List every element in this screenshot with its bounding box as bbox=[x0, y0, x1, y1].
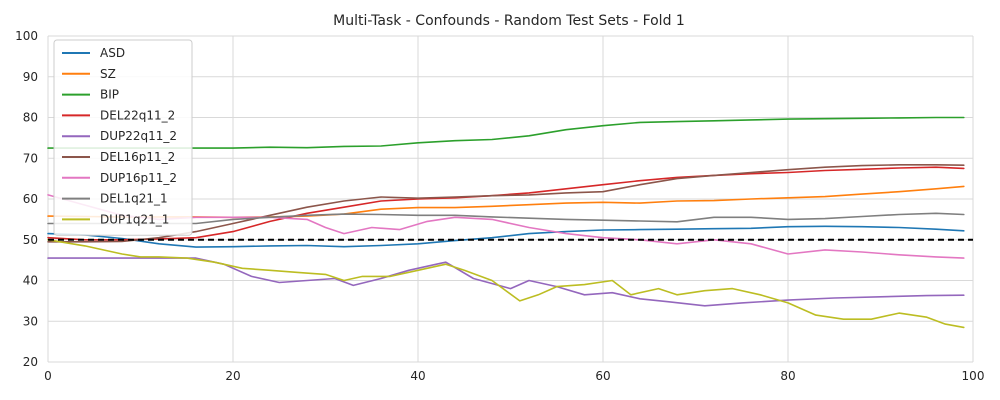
y-tick-label: 80 bbox=[23, 111, 38, 125]
series-line-asd bbox=[47, 225, 965, 248]
y-tick-label: 100 bbox=[15, 29, 38, 43]
y-tick-label: 50 bbox=[23, 233, 38, 247]
x-tick-label: 20 bbox=[225, 369, 240, 383]
legend-label: DEL1q21_1 bbox=[100, 192, 168, 206]
chart-title: Multi-Task - Confounds - Random Test Set… bbox=[333, 13, 685, 29]
x-tick-label: 40 bbox=[410, 369, 425, 383]
series-line-bip bbox=[47, 116, 965, 149]
legend-label: DUP1q21_1 bbox=[100, 212, 169, 226]
series-line-del1q21-1 bbox=[47, 212, 965, 225]
legend-label: SZ bbox=[100, 67, 116, 81]
legend: ASD SZ BIP DEL22q11_2 DUP22q11_2 DEL16p11_2 DU… bbox=[53, 39, 193, 236]
series-line-del16p11-2 bbox=[47, 164, 965, 243]
x-tick-label: 80 bbox=[780, 369, 795, 383]
series-line-dup1q21-1 bbox=[47, 239, 965, 329]
legend-label: DEL22q11_2 bbox=[100, 108, 175, 122]
series-line-del22q11-2 bbox=[47, 166, 965, 241]
y-tick-label: 40 bbox=[23, 274, 38, 288]
x-tick-label: 100 bbox=[962, 369, 985, 383]
x-tick-label: 60 bbox=[595, 369, 610, 383]
legend-box bbox=[53, 39, 193, 236]
y-tick-label: 30 bbox=[23, 314, 38, 328]
x-tick-label: 0 bbox=[44, 369, 52, 383]
y-tick-label: 90 bbox=[23, 70, 38, 84]
legend-label: DEL16p11_2 bbox=[100, 150, 175, 164]
legend-label: DUP22q11_2 bbox=[100, 129, 177, 143]
legend-label: DUP16p11_2 bbox=[100, 171, 177, 185]
y-tick-label: 60 bbox=[23, 192, 38, 206]
legend-label: BIP bbox=[100, 88, 119, 102]
series-line-dup16p11-2 bbox=[47, 194, 965, 259]
y-tick-label: 20 bbox=[23, 355, 38, 369]
legend-label: ASD bbox=[100, 46, 125, 60]
y-tick-label: 70 bbox=[23, 151, 38, 165]
